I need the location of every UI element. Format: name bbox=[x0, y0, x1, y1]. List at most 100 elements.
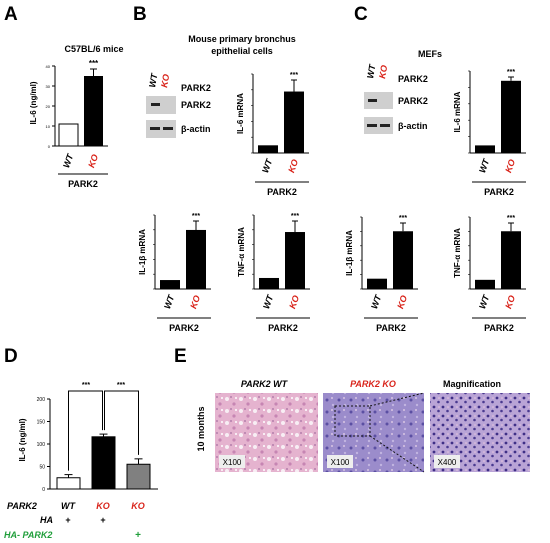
y-tick-label: 100 bbox=[37, 442, 46, 448]
group-label: PARK2 bbox=[376, 323, 406, 333]
bar-ko bbox=[393, 231, 413, 289]
blot-b-row-park2: PARK2 bbox=[181, 100, 211, 110]
blot-c-park2-band bbox=[368, 99, 377, 102]
y-axis-label: IL-6 mRNA bbox=[236, 93, 245, 134]
blot-c-col-ko: KO bbox=[377, 64, 389, 79]
chart-b-il1b: *** IL-1β mRNA WT KO PARK2 bbox=[138, 213, 211, 333]
x-tick-wt: WT bbox=[162, 292, 177, 310]
panel-d-row-park2-v3: KO bbox=[131, 501, 145, 511]
bar-d-3 bbox=[126, 463, 151, 490]
significance-label: *** bbox=[290, 72, 298, 79]
y-axis-label: IL-1β mRNA bbox=[138, 229, 147, 275]
panel-letter-d: D bbox=[4, 346, 18, 367]
blot-c-actin-band2 bbox=[380, 124, 390, 127]
panel-d-row-park2-v2: KO bbox=[96, 501, 110, 511]
panel-d-row-haparks-v3: + bbox=[135, 530, 141, 541]
bar-ko bbox=[285, 232, 305, 289]
bar-wt bbox=[475, 279, 495, 289]
blot-c-row-actin: β-actin bbox=[398, 121, 428, 131]
significance-label: *** bbox=[192, 213, 200, 220]
bar-wt bbox=[475, 145, 495, 153]
magnification-guide-bottom bbox=[369, 435, 425, 473]
group-label: PARK2 bbox=[169, 323, 199, 333]
panel-b-title-1: Mouse primary bronchus bbox=[188, 34, 296, 44]
blot-c-park2 bbox=[364, 92, 393, 109]
y-axis-label: TNF-α mRNA bbox=[237, 227, 246, 277]
chart-c-il6: *** IL-6 mRNA WT KO PARK2 bbox=[453, 69, 526, 197]
magnification-box bbox=[334, 405, 371, 437]
panel-d-row-ha-v2: + bbox=[100, 515, 105, 525]
significance-label-1: *** bbox=[82, 382, 90, 389]
panel-a-ticks: 0 10 20 30 40 bbox=[46, 64, 55, 149]
chart-b-il6: *** IL-6 mRNA WT KO PARK2 bbox=[236, 72, 309, 197]
panel-a-ylabel: IL-6 (ng/ml) bbox=[29, 81, 38, 124]
significance-label-2: *** bbox=[117, 382, 125, 389]
panel-d-row-park2-v1: WT bbox=[61, 501, 76, 511]
panel-d-row-ha-v1: + bbox=[65, 515, 70, 525]
x-tick-ko: KO bbox=[395, 294, 409, 310]
x-tick-wt: WT bbox=[369, 292, 384, 310]
panel-letter-e: E bbox=[174, 346, 187, 367]
bar-wt bbox=[367, 278, 387, 289]
panel-d-ylabel: IL-6 (ng/ml) bbox=[18, 418, 27, 461]
y-axis-label: IL-1β mRNA bbox=[345, 230, 354, 276]
y-tick-label: 50 bbox=[39, 465, 45, 471]
bar-wt bbox=[160, 280, 180, 289]
x-tick-wt: WT bbox=[477, 156, 492, 174]
panel-e-head-1: PARK2 WT bbox=[241, 379, 289, 389]
blot-c-col-wt: WT bbox=[365, 62, 378, 79]
bar-wt bbox=[259, 277, 279, 289]
significance-label: *** bbox=[399, 215, 407, 222]
blot-b-col-ko: KO bbox=[159, 73, 171, 88]
panel-d-row-haparks-label: HA- PARK2 bbox=[4, 530, 52, 540]
chart-d-il6: 0 50 100 150 200 *** *** bbox=[37, 382, 158, 493]
chart-b-tnfa: *** TNF-α mRNA WT KO PARK2 bbox=[237, 213, 310, 333]
panel-a-tick: 20 bbox=[46, 104, 51, 109]
panel-c-title: MEFs bbox=[418, 49, 442, 59]
chart-c-il1b: *** IL-1β mRNA WT KO PARK2 bbox=[345, 215, 418, 333]
y-axis-label: IL-6 mRNA bbox=[453, 91, 462, 132]
histology-wt-scale-box bbox=[219, 455, 245, 468]
group-label: PARK2 bbox=[484, 323, 514, 333]
x-tick-ko: KO bbox=[503, 294, 517, 310]
panel-letter-b: B bbox=[133, 4, 147, 25]
x-tick-wt: WT bbox=[477, 292, 492, 310]
bar-a-wt bbox=[58, 123, 79, 147]
group-label: PARK2 bbox=[267, 187, 297, 197]
x-tick-ko: KO bbox=[188, 294, 202, 310]
panel-e-side-label: 10 months bbox=[196, 406, 206, 451]
blot-b-label-top: PARK2 bbox=[181, 83, 211, 93]
bar-wt bbox=[258, 145, 278, 153]
panel-a-tick: 10 bbox=[46, 124, 51, 129]
panel-a-group: PARK2 bbox=[68, 179, 98, 189]
blot-b-actin-band1 bbox=[150, 127, 160, 130]
bar-d-2 bbox=[91, 436, 116, 490]
blot-c-actin bbox=[364, 117, 393, 134]
significance-label: *** bbox=[507, 69, 515, 76]
bar-ko bbox=[501, 231, 521, 289]
panel-letter-a: A bbox=[4, 4, 18, 25]
chart-c-tnfa: *** TNF-α mRNA WT KO PARK2 bbox=[453, 215, 526, 333]
y-axis-label: TNF-α mRNA bbox=[453, 228, 462, 278]
comparison-bracket-1 bbox=[68, 390, 103, 471]
bar-a-ko bbox=[84, 76, 103, 146]
blot-b-actin bbox=[146, 120, 176, 138]
y-tick-label: 200 bbox=[37, 397, 46, 403]
panel-d-row-park2-label: PARK2 bbox=[7, 501, 37, 511]
panel-a-tick: 40 bbox=[46, 64, 51, 69]
blot-b-col-wt: WT bbox=[147, 71, 160, 88]
x-tick-ko: KO bbox=[503, 158, 517, 174]
panel-e-head-2-park2: PARK2 bbox=[350, 379, 380, 389]
significance-label: *** bbox=[507, 215, 515, 222]
histology-wt-scale: X100 bbox=[223, 458, 242, 467]
histology-ko-scale: X100 bbox=[331, 458, 350, 467]
panel-a-xtick-ko: KO bbox=[86, 153, 100, 169]
blot-c-label-top: PARK2 bbox=[398, 74, 428, 84]
panel-a-tick: 30 bbox=[46, 84, 51, 89]
bar-d-1 bbox=[56, 477, 81, 490]
group-label: PARK2 bbox=[268, 323, 298, 333]
histology-ko-scale-box bbox=[327, 455, 353, 468]
group-label: PARK2 bbox=[484, 187, 514, 197]
bar-ko bbox=[501, 80, 521, 153]
